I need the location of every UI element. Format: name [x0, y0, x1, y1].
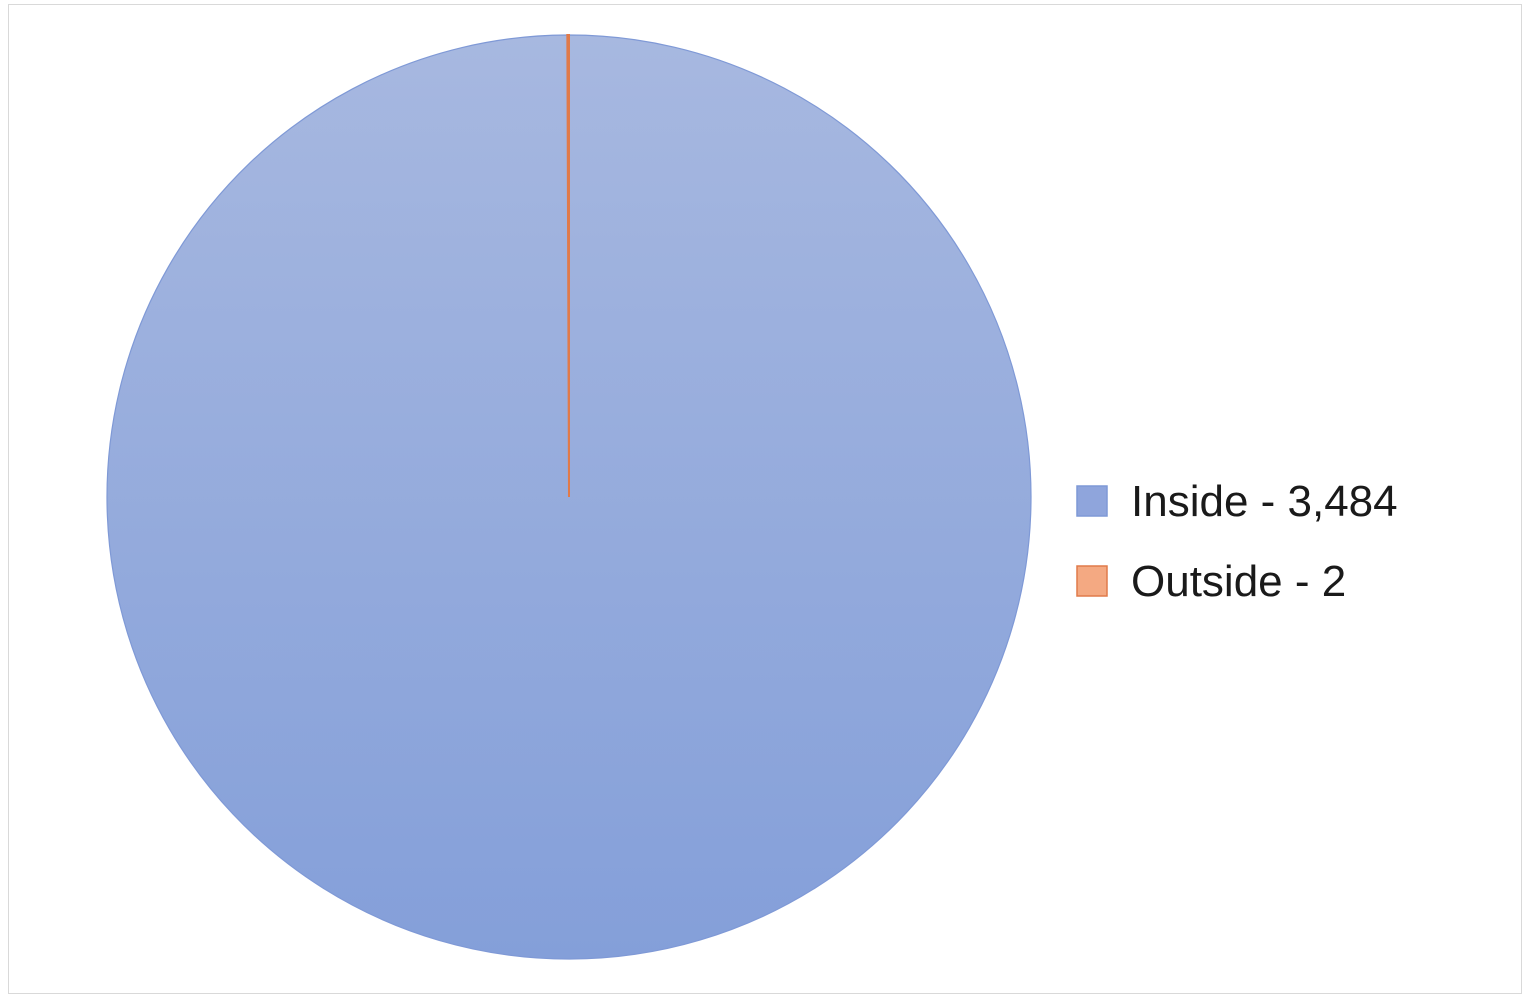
legend-label-inside: Inside - 3,484: [1131, 477, 1398, 526]
legend: Inside - 3,484 Outside - 2: [1076, 477, 1398, 606]
pie-slices: [106, 33, 1032, 960]
legend-swatch-outside: [1076, 565, 1108, 597]
legend-label-outside: Outside - 2: [1131, 557, 1346, 606]
pie-chart: Inside - 3,484 Outside - 2: [106, 33, 1398, 960]
legend-swatch-inside: [1076, 485, 1108, 517]
chart-area: Inside - 3,484 Outside - 2: [8, 4, 1522, 994]
pie-slice-outside: [566, 33, 570, 498]
